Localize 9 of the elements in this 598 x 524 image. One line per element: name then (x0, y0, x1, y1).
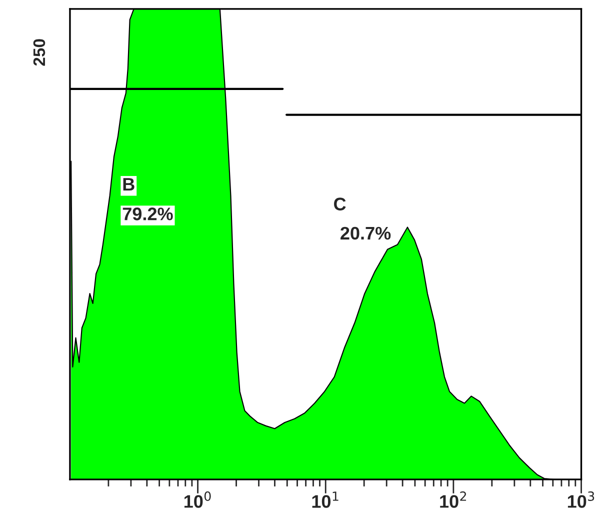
text: 250 (33, 39, 46, 66)
annotation: B (123, 178, 134, 191)
x-tick-label: 10$^{0}$ (184, 491, 211, 508)
x-tick-label: 10$^{3}$ (568, 491, 594, 508)
x-tick-label: 10$^{2}$ (440, 491, 466, 508)
annotation: 79.2% (122, 208, 173, 220)
annotation: 20.7% (340, 226, 391, 240)
x-tick-label: 10$^{1}$ (312, 492, 338, 508)
annotation: C (334, 198, 346, 210)
